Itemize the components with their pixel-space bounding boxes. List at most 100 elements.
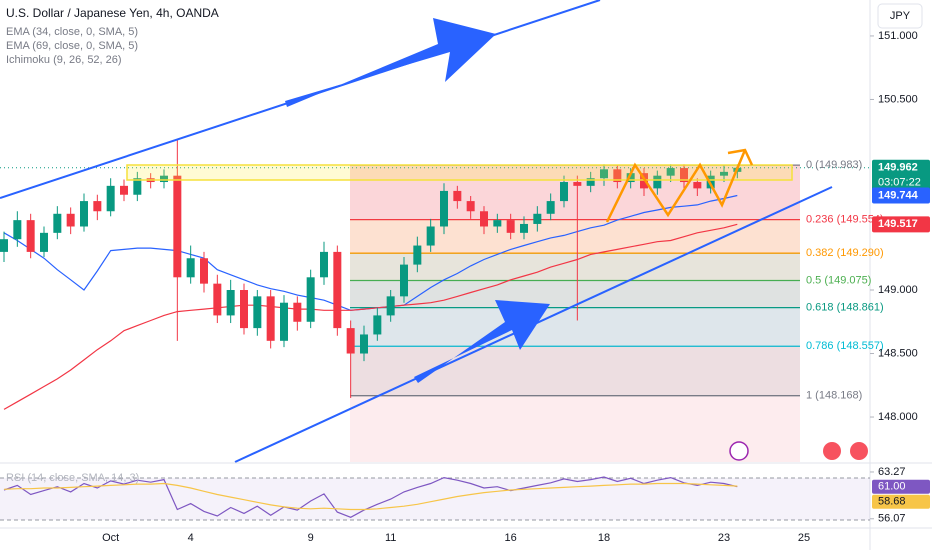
zigzag: [605, 149, 747, 223]
x-tick-label: 9: [308, 532, 314, 544]
candle-body: [226, 290, 235, 316]
price-tag: [872, 187, 930, 204]
fib-area: [350, 164, 800, 462]
candle-body: [613, 169, 622, 183]
legend-entry: EMA (34, close, 0, SMA, 5): [6, 26, 138, 38]
candle-body: [586, 178, 595, 186]
fib-label: 1 (148.168): [806, 390, 862, 402]
candle-body: [53, 213, 62, 233]
fib-band: [350, 307, 800, 347]
candle-body: [546, 201, 555, 214]
candle-body: [213, 283, 222, 316]
candle-body: [333, 251, 342, 329]
y-tick-label: 150.500: [878, 93, 918, 105]
candle-body: [506, 220, 515, 233]
candle-body: [666, 168, 675, 176]
rsi-tag-label: 61.00: [878, 481, 906, 493]
candle-body: [653, 175, 662, 189]
x-tick-label: 23: [718, 532, 730, 544]
candle-body: [266, 296, 275, 341]
candle-body: [680, 168, 688, 183]
x-tick-label: 25: [798, 532, 810, 544]
price-tag-label: 149.517: [878, 218, 918, 230]
fib-label: 0.236 (149.554): [806, 214, 884, 226]
arrow: [414, 300, 550, 383]
rsi-tick-label: 56.07: [878, 513, 906, 525]
candle-body: [413, 245, 422, 265]
fib-label: 0.382 (149.290): [806, 247, 884, 259]
candle-body: [466, 201, 475, 212]
candle-body: [626, 173, 635, 183]
zigzag-head: [727, 148, 754, 166]
candle-body: [93, 201, 102, 212]
currency-button[interactable]: [877, 3, 923, 29]
candle-body: [600, 169, 608, 179]
x-tick-label: 16: [505, 532, 517, 544]
currency-label[interactable]: JPY: [890, 10, 911, 22]
arrow: [285, 18, 496, 107]
plot: [0, 140, 870, 410]
candle-body: [80, 201, 88, 227]
candle-body: [40, 232, 48, 252]
candle-body: [26, 220, 35, 252]
price-tag: [872, 159, 930, 192]
candle-body: [200, 258, 208, 284]
candle-body: [573, 182, 582, 186]
rsi-line: [3, 476, 738, 518]
resistance-box: [126, 164, 793, 181]
drawings: [0, 0, 868, 463]
candle-body: [306, 277, 315, 322]
candle-body: [533, 213, 542, 224]
candle-body: [66, 213, 75, 227]
candle-body: [693, 182, 702, 189]
candle-body: [480, 211, 488, 227]
flag-icon[interactable]: [823, 442, 841, 460]
x-tick-label: 4: [188, 532, 194, 544]
candle-body: [106, 185, 115, 212]
candle-body: [240, 290, 248, 329]
candle-body: [320, 251, 328, 278]
candle-body: [120, 185, 128, 195]
fib-label: 0.786 (148.557): [806, 340, 884, 352]
y-tick-label: 151.000: [878, 30, 918, 42]
fib-band: [350, 253, 800, 281]
candle-body: [253, 296, 262, 329]
candle-body: [346, 328, 355, 354]
candle-body: [13, 220, 22, 240]
x-tick-label: 11: [385, 532, 396, 544]
candle-body: [293, 302, 302, 322]
rsi-tag: [872, 494, 930, 509]
ema-line: [3, 223, 738, 410]
price-tag-label: 149.962: [878, 162, 918, 174]
y-tick-label: 149.000: [878, 284, 918, 296]
candle-body: [280, 302, 288, 341]
y-tick-label: 148.000: [878, 411, 918, 423]
fib-label: 0.618 (148.861): [806, 302, 884, 314]
candle-body: [560, 182, 568, 202]
x-tick-label: 18: [598, 532, 610, 544]
legend-entry: Ichimoku (9, 26, 52, 26): [6, 54, 122, 66]
countdown: 03:07:22: [878, 177, 921, 189]
rsi-tag-label: 58.68: [878, 496, 906, 508]
candle-body: [186, 258, 195, 278]
legend-entry: EMA (69, close, 0, SMA, 5): [6, 40, 138, 52]
rsi-tag: [872, 479, 930, 494]
axes: 0 (149.983) 0.236 (149.554) 0.382 (149.290…: [102, 30, 930, 544]
rsi-tick-label: 63.27: [878, 466, 906, 478]
flag-icon[interactable]: [850, 442, 868, 460]
candle-body: [386, 296, 395, 316]
candle-body: [426, 226, 435, 246]
event-icon[interactable]: [729, 441, 749, 461]
candle-body: [400, 264, 408, 297]
fib-background: [350, 165, 800, 462]
candle-body: [493, 220, 502, 227]
candle-body: [0, 239, 8, 252]
candle-body: [133, 178, 142, 195]
y-tick-label: 148.500: [878, 347, 918, 359]
candle-body: [160, 175, 168, 183]
candle-body: [360, 334, 368, 354]
candle-body: [373, 315, 382, 335]
fib-label: 0.5 (149.075): [806, 274, 871, 286]
price-tag-label: 149.744: [878, 189, 919, 201]
